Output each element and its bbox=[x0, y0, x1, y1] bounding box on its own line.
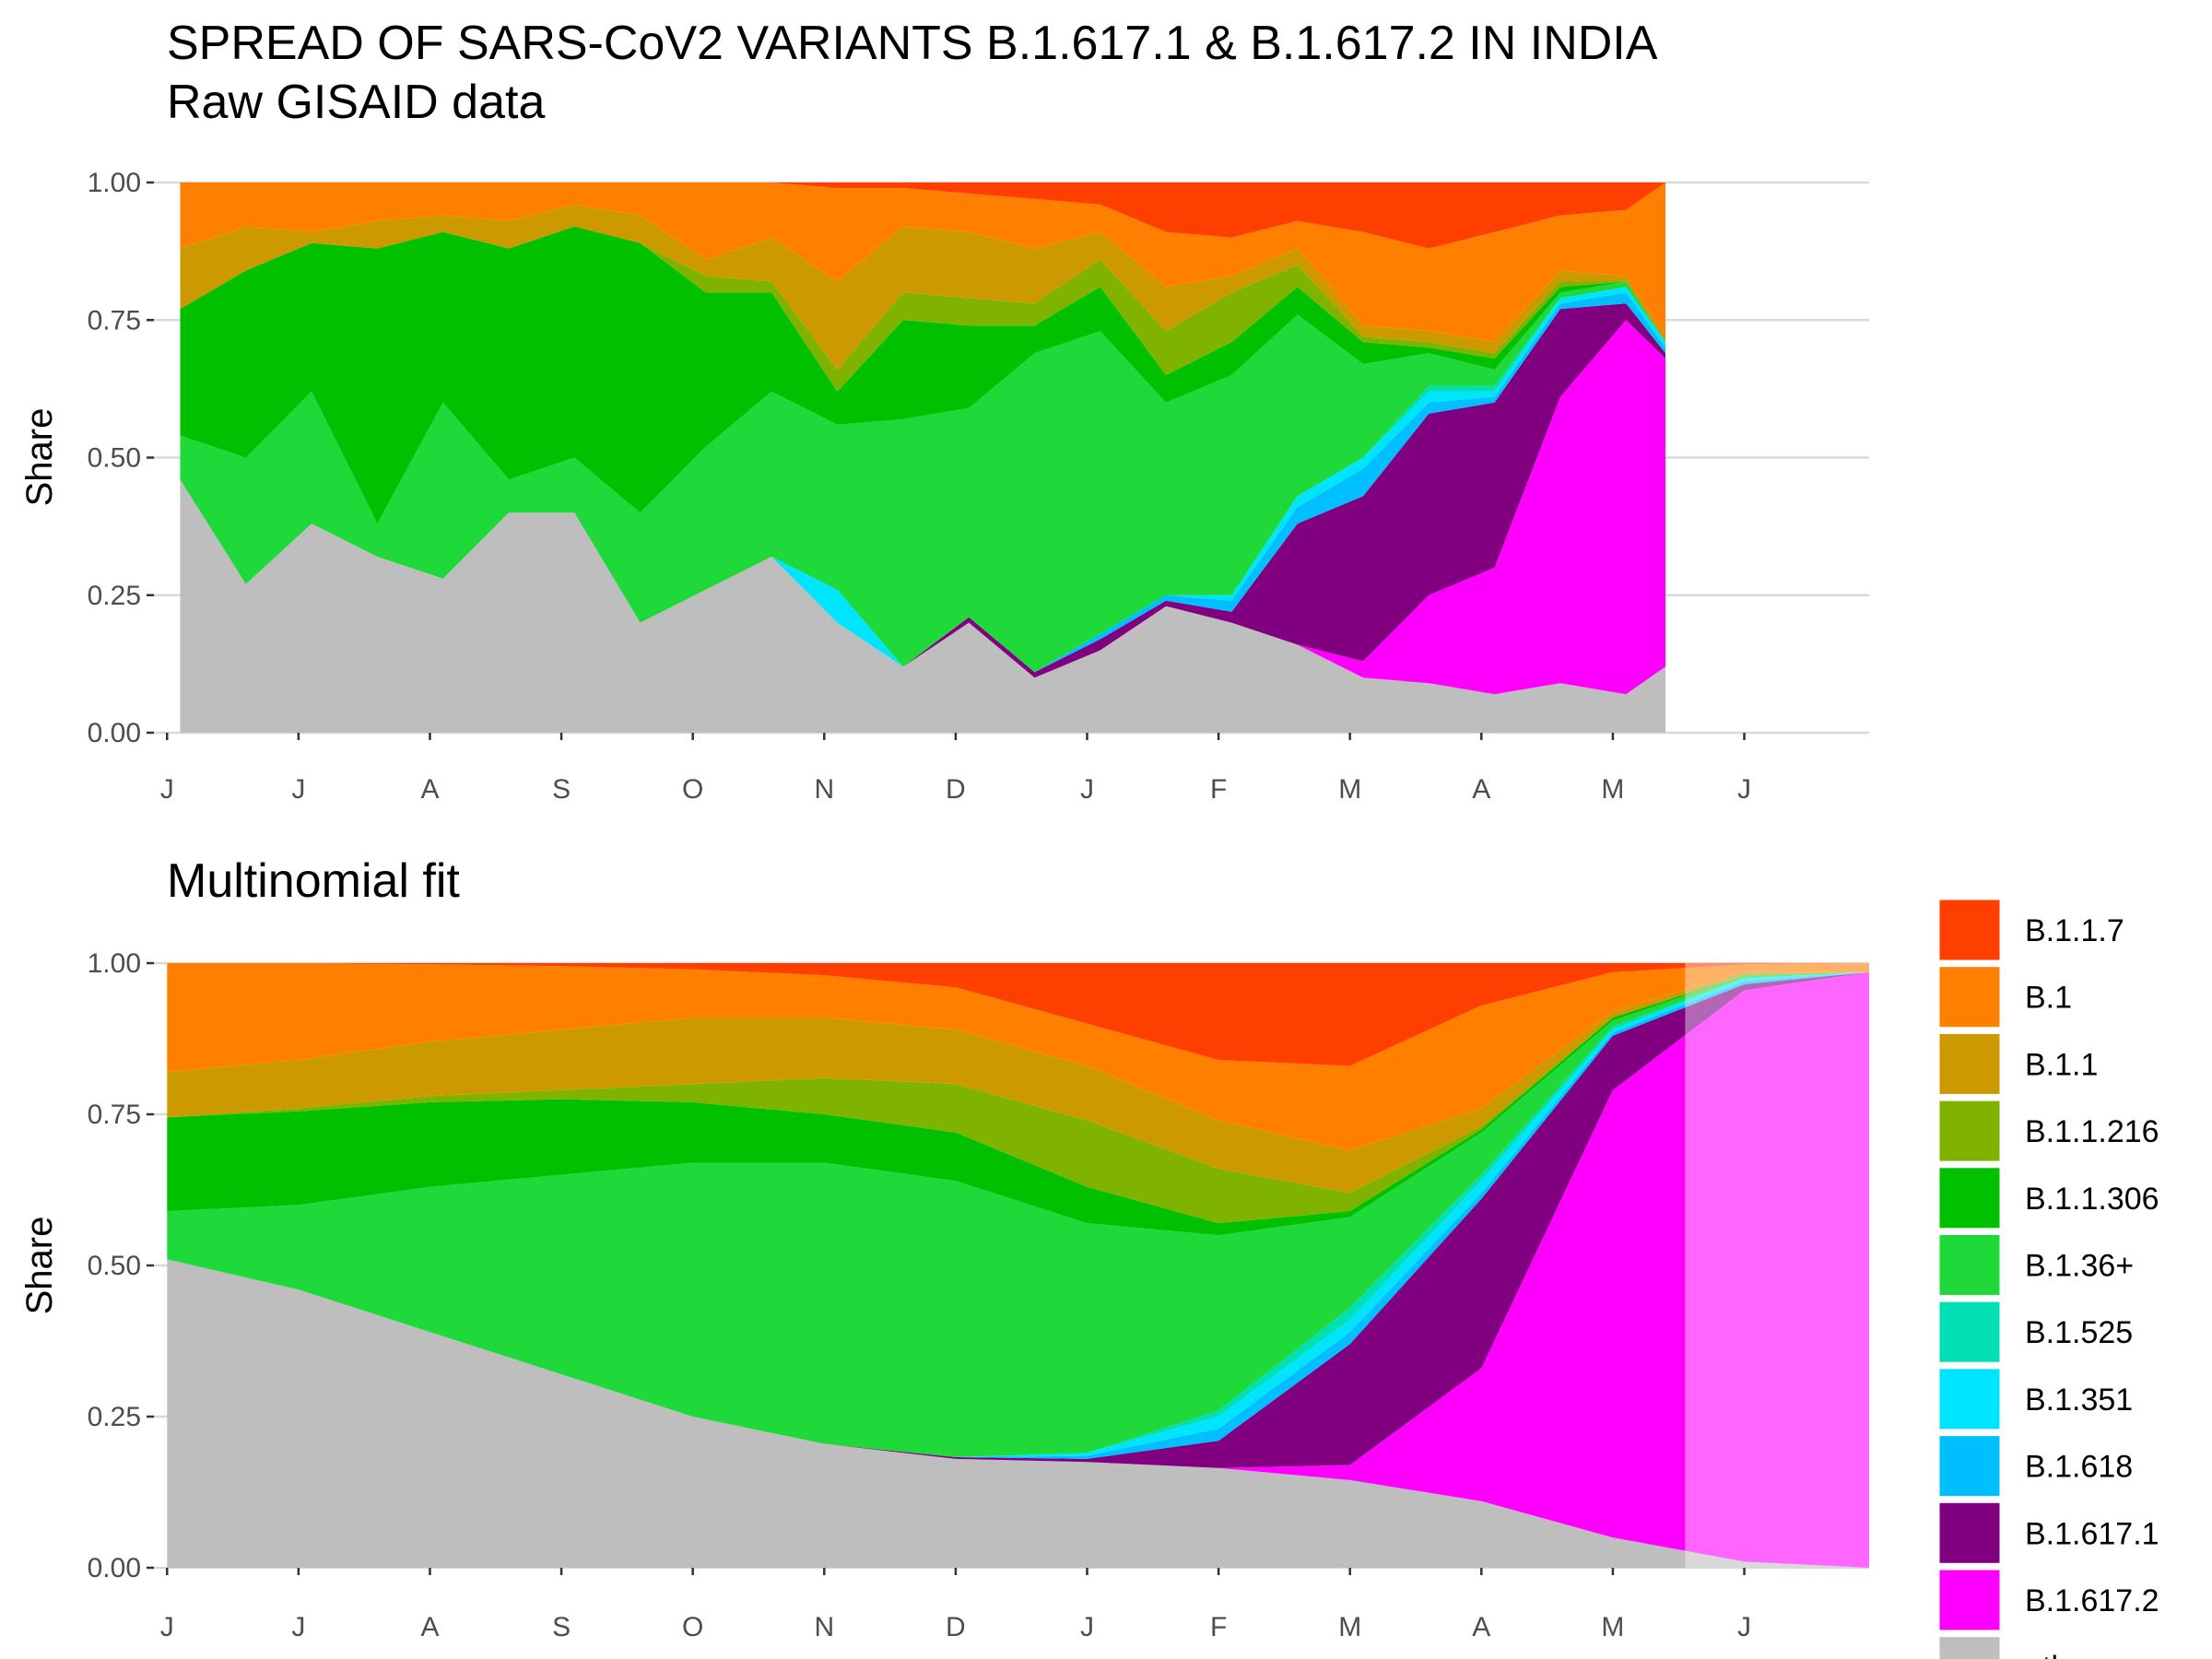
y-tick-label: 0.50 bbox=[88, 1251, 141, 1281]
x-tick-label: J bbox=[1080, 774, 1094, 805]
x-tick-label: A bbox=[1472, 1612, 1490, 1642]
area bbox=[180, 182, 1665, 343]
x-tick-label: A bbox=[1472, 774, 1490, 805]
area bbox=[167, 1259, 1869, 1568]
legend-key bbox=[1936, 1567, 2003, 1633]
legend-key bbox=[1936, 1433, 2003, 1500]
y-tick-label: 0.75 bbox=[88, 1100, 141, 1130]
x-tick-label: S bbox=[552, 774, 571, 805]
legend-key bbox=[1936, 1030, 2003, 1097]
legend-label: B.1.1 bbox=[2025, 1047, 2098, 1082]
area bbox=[180, 292, 1665, 673]
legend-label: B.1.1.7 bbox=[2025, 913, 2124, 948]
x-tick-label: J bbox=[291, 774, 305, 805]
legend-key bbox=[1936, 1299, 2003, 1365]
x-tick-label: M bbox=[1601, 774, 1624, 805]
legend-key bbox=[1936, 1366, 2003, 1432]
legend-label: B.1.1.306 bbox=[2025, 1182, 2159, 1217]
area bbox=[167, 971, 1869, 1236]
legend-key bbox=[1936, 964, 2003, 1030]
area bbox=[180, 226, 1665, 524]
legend-label: B.1.36+ bbox=[2025, 1249, 2134, 1284]
legend-key bbox=[1936, 897, 2003, 963]
y-tick-label: 0.75 bbox=[88, 305, 141, 335]
area bbox=[180, 226, 1665, 392]
legend-label: B.1.1.216 bbox=[2025, 1114, 2159, 1149]
legend-label: B.1.618 bbox=[2025, 1450, 2133, 1485]
x-tick-label: A bbox=[420, 774, 439, 805]
legend-key bbox=[1936, 1500, 2003, 1566]
x-tick-label: F bbox=[1210, 1612, 1227, 1642]
x-tick-label: J bbox=[1080, 1612, 1094, 1642]
y-tick-label: 0.50 bbox=[88, 443, 141, 474]
x-tick-label: A bbox=[420, 1612, 439, 1642]
y-tick-label: 0.00 bbox=[88, 718, 141, 748]
legend-key bbox=[1936, 1232, 2003, 1298]
x-tick-label: N bbox=[814, 774, 834, 805]
chart-title: SPREAD OF SARS-CoV2 VARIANTS B.1.617.1 &… bbox=[167, 17, 1658, 70]
x-tick-label: M bbox=[1338, 1612, 1361, 1642]
x-tick-label: D bbox=[946, 774, 966, 805]
legend-label: other bbox=[2025, 1651, 2097, 1659]
x-tick-label: J bbox=[1737, 774, 1751, 805]
legend-key bbox=[1936, 1634, 2003, 1659]
x-tick-label: M bbox=[1601, 1612, 1624, 1642]
legend-label: B.1.351 bbox=[2025, 1382, 2133, 1418]
x-tick-label: M bbox=[1338, 774, 1361, 805]
x-tick-label: D bbox=[946, 1612, 966, 1642]
area bbox=[180, 204, 1665, 370]
legend-key bbox=[1936, 1098, 2003, 1164]
area bbox=[167, 963, 1869, 1151]
area bbox=[180, 320, 1665, 695]
x-tick-label: N bbox=[814, 1612, 834, 1642]
x-tick-label: S bbox=[552, 1612, 571, 1642]
x-tick-label: J bbox=[1737, 1612, 1751, 1642]
x-tick-label: J bbox=[160, 1612, 174, 1642]
area bbox=[180, 281, 1665, 673]
y-tick-label: 0.25 bbox=[88, 581, 141, 611]
legend-label: B.1 bbox=[2025, 981, 2072, 1016]
legend-label: B.1.617.1 bbox=[2025, 1516, 2159, 1551]
area bbox=[180, 182, 1665, 249]
area bbox=[167, 971, 1869, 1568]
area bbox=[167, 971, 1869, 1224]
area bbox=[167, 963, 1869, 1066]
y-tick-label: 0.25 bbox=[88, 1402, 141, 1432]
y-axis-label: Share bbox=[19, 408, 60, 507]
legend-label: B.1.617.2 bbox=[2025, 1583, 2159, 1618]
chart-subtitle: Raw GISAID data bbox=[167, 76, 545, 129]
x-tick-label: O bbox=[682, 774, 703, 805]
area bbox=[180, 303, 1665, 678]
x-tick-label: J bbox=[291, 1612, 305, 1642]
y-tick-label: 1.00 bbox=[88, 168, 141, 198]
legend-label: B.1.525 bbox=[2025, 1315, 2133, 1350]
area bbox=[167, 971, 1869, 1468]
chart-title: Multinomial fit bbox=[167, 854, 460, 908]
area bbox=[180, 479, 1665, 733]
area bbox=[167, 971, 1869, 1457]
x-tick-label: J bbox=[160, 774, 174, 805]
y-tick-label: 1.00 bbox=[88, 948, 141, 979]
x-tick-label: F bbox=[1210, 774, 1227, 805]
legend-key bbox=[1936, 1165, 2003, 1231]
area bbox=[167, 971, 1869, 1194]
y-axis-label: Share bbox=[19, 1217, 60, 1315]
y-tick-label: 0.00 bbox=[88, 1553, 141, 1583]
x-tick-label: O bbox=[682, 1612, 703, 1642]
projection-shade bbox=[1685, 963, 1869, 1568]
